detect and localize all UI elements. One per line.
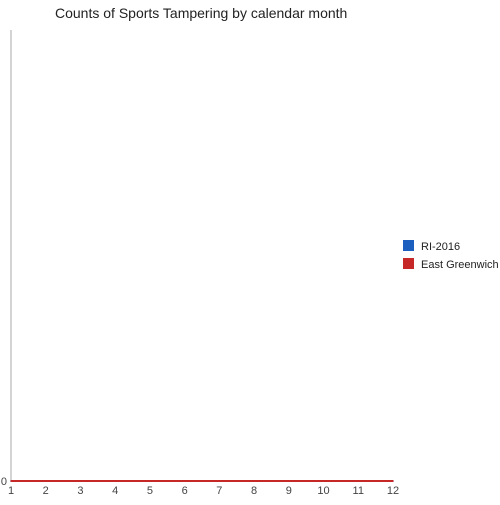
data-point (10, 480, 12, 482)
series-layer (10, 480, 394, 482)
x-tick-label: 1 (8, 485, 14, 497)
data-point (322, 480, 325, 482)
data-point (392, 480, 394, 482)
x-tick-label: 4 (112, 485, 118, 497)
data-point (218, 480, 221, 482)
x-tick-label: 3 (77, 485, 83, 497)
data-point (149, 480, 151, 482)
legend-label: RI-2016 (421, 241, 460, 253)
x-tick-label: 5 (147, 485, 153, 497)
x-tick-label: 8 (251, 485, 257, 497)
x-tick-label: 2 (43, 485, 49, 497)
legend-label: East Greenwich (421, 259, 499, 271)
x-tick-label: 7 (216, 485, 222, 497)
data-point (114, 480, 116, 482)
data-point (357, 480, 360, 482)
x-tick-label: 6 (182, 485, 188, 497)
x-tick-label: 10 (317, 485, 329, 497)
legend-swatch (403, 240, 414, 251)
x-tick-label: 12 (387, 485, 399, 497)
y-tick-label: 0 (1, 476, 7, 488)
data-point (183, 480, 186, 482)
data-point (44, 480, 47, 482)
legend-swatch (403, 258, 414, 269)
data-point (79, 480, 82, 482)
data-point (253, 480, 255, 482)
axes: 01 2 3 4 5 6 7 8 9 10 11 12 (1, 30, 399, 497)
x-tick-label: 9 (286, 485, 292, 497)
chart-title: Counts of Sports Tampering by calendar m… (55, 5, 347, 21)
x-tick-label: 11 (353, 485, 364, 497)
legend: RI-2016 East Greenwich (403, 240, 499, 271)
data-point (288, 480, 290, 482)
